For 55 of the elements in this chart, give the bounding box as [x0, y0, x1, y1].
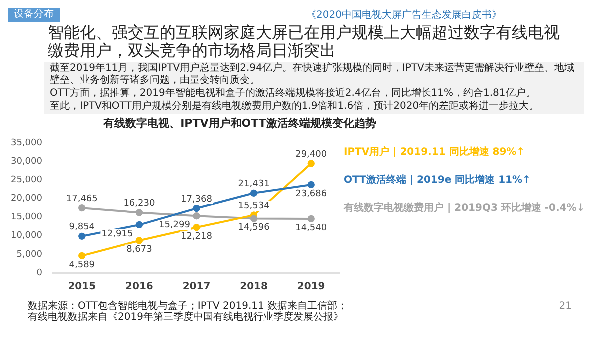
point: [136, 237, 143, 244]
text: OTT方面，据推算，2019年智能电视和盒子的激活终端规模将接近2.4亿台，同比增长11%，约合1.81亿户。: [50, 88, 537, 100]
point: [78, 252, 86, 260]
data-label: 8,673: [126, 245, 152, 256]
data-label: 12,218: [180, 232, 213, 242]
data-label: 23,686: [296, 189, 328, 200]
y-tick-label: 30,000: [10, 156, 43, 167]
x-tick-label: 2016: [126, 282, 154, 293]
point: [308, 215, 315, 222]
y-tick-label: 20,000: [10, 194, 43, 204]
data-label: 9,854: [69, 222, 96, 233]
point: [136, 222, 143, 229]
text: 21: [559, 301, 572, 312]
data-label: 29,400: [296, 150, 328, 160]
text: 设备分布: [8, 8, 60, 22]
point: [136, 209, 143, 216]
chart-title: 有线数字电视、IPTV用户和OTT激活终端规模变化趋势: [102, 116, 378, 131]
point: [308, 182, 315, 189]
data-label: 17,368: [180, 194, 213, 205]
text: 至此，IPTV和OTT用户规模分别是有线电视缴费用户数的1.9倍和1.6倍，预计2020年的差距或将进一步拉大。: [50, 101, 540, 113]
point: [193, 204, 200, 212]
data-label: 4,589: [69, 260, 96, 270]
text: 智能化、强交互的互联网家庭大屏已在用户规模上大幅超过数字有线电视缴费用户，双头竞争的市场格局日渐突出: [48, 23, 561, 60]
text: IPTV用户 | 2019.11 同比增速 89%↑: [344, 146, 526, 158]
data-label: 21,431: [238, 180, 270, 190]
text: 《2020中国电视大屏广告生态发展白皮书》: [306, 8, 502, 22]
text: 有线数字电视缴费用户 | 2019Q3 环比增速 -0.4%↓: [343, 202, 586, 214]
data-label: 15,534: [238, 202, 270, 212]
y-tick-label: 25,000: [10, 175, 43, 186]
point: [250, 215, 258, 222]
y-tick-label: 10,000: [10, 231, 43, 242]
x-tick-label: 2018: [240, 282, 268, 293]
text: 截至2019年11月，我国IPTV用户总量达到2.94亿户。在快速扩张规模的同时，IPTV未来运营更需解决行业壁垒、地域壁垒、业务创新等诸多问题，由量变转向质变。: [50, 63, 576, 87]
text: 有线电视数据来自《2019年第三季度中国有线电视行业季度发展公报》: [28, 312, 344, 323]
x-tick-label: 2015: [68, 282, 96, 293]
data-label: 12,915: [102, 229, 134, 240]
point: [78, 232, 86, 240]
point: [308, 160, 315, 168]
data-label: 14,540: [296, 223, 328, 234]
y-tick-label: 5,000: [16, 250, 43, 260]
data-label: 16,230: [124, 199, 156, 210]
point: [78, 204, 86, 212]
y-tick-label: 15,000: [10, 212, 43, 223]
text: OTT激活终端 | 2019e 同比增速 11%↑: [344, 174, 531, 186]
point: [250, 190, 258, 197]
y-tick-label: 0: [36, 268, 43, 278]
point: [193, 212, 200, 220]
data-label: 15,299: [158, 220, 191, 231]
y-tick-label: 35,000: [10, 138, 43, 148]
point: [193, 224, 200, 232]
x-tick-label: 2019: [297, 282, 326, 293]
data-label: 14,596: [238, 223, 270, 234]
data-label: 17,465: [66, 194, 98, 204]
x-tick-label: 2017: [182, 282, 211, 293]
source-note: 数据来源：OTT包含智能电视与盒子；IPTV 2019.11 数据来自工信部；: [28, 301, 348, 312]
